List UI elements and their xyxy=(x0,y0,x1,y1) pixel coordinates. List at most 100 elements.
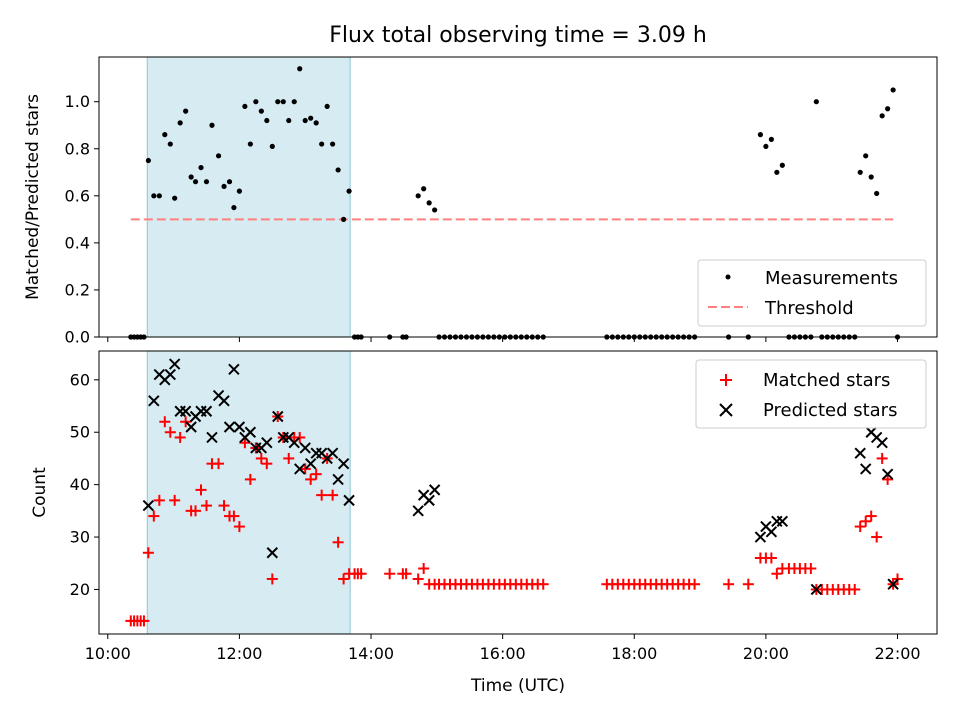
measurement-point xyxy=(264,117,270,124)
bottom-axes-frame xyxy=(98,350,938,635)
measurement-point xyxy=(890,87,896,93)
predicted-stars-series xyxy=(142,358,899,596)
matched-stars-point xyxy=(228,510,240,522)
bottom-ytick-label: 40 xyxy=(70,475,90,494)
measurement-point xyxy=(177,120,183,126)
matched-stars-point xyxy=(261,458,273,470)
legend-measurements-marker xyxy=(725,274,731,280)
bottom-xtick-label: 16:00 xyxy=(480,644,526,663)
matched-stars-point xyxy=(723,578,735,590)
bottom-ytick-label: 20 xyxy=(70,580,90,599)
measurement-point xyxy=(308,115,314,121)
predicted-stars-point xyxy=(148,395,160,407)
measurement-point xyxy=(215,153,222,159)
measurement-point xyxy=(421,186,427,192)
matched-stars-point xyxy=(153,494,165,506)
top-observing-span xyxy=(146,56,351,338)
legend-predicted-marker xyxy=(719,403,733,417)
measurement-point xyxy=(162,132,168,138)
measurement-point xyxy=(221,183,227,190)
bottom-legend-box xyxy=(695,359,927,429)
matched-stars-point xyxy=(266,573,278,585)
predicted-stars-point xyxy=(304,457,317,470)
top-legend-box xyxy=(697,259,927,327)
measurement-point xyxy=(236,188,242,194)
matched-stars-point xyxy=(771,568,783,580)
measurement-point xyxy=(415,193,421,199)
matched-stars-point xyxy=(355,568,367,580)
matched-stars-point xyxy=(860,515,872,527)
measurement-point xyxy=(209,122,215,128)
matched-stars-point xyxy=(849,583,861,595)
measurement-point xyxy=(346,188,352,194)
legend-matched-marker xyxy=(720,374,732,386)
matched-stars-point xyxy=(218,500,230,512)
measurement-point xyxy=(172,195,178,201)
chart-title: Flux total observing time = 3.09 h xyxy=(329,23,707,48)
matched-stars-point xyxy=(742,578,754,590)
matched-stars-point xyxy=(148,510,160,522)
bottom-observing-span xyxy=(146,350,351,635)
predicted-stars-point xyxy=(288,437,300,449)
bottom-xtick-label: 22:00 xyxy=(874,644,920,663)
predicted-stars-point xyxy=(326,447,339,459)
top-ytick-label: 1.0 xyxy=(65,92,90,111)
top-ytick-label: 0.6 xyxy=(65,186,90,205)
predicted-stars-point xyxy=(854,447,866,459)
measurement-point xyxy=(280,99,286,105)
measurement-point xyxy=(192,179,199,185)
top-ytick-label: 0.4 xyxy=(65,233,90,252)
matched-stars-point xyxy=(310,468,322,480)
matched-stars-point xyxy=(244,473,256,485)
measurement-point xyxy=(432,207,438,213)
predicted-stars-point xyxy=(179,405,192,417)
predicted-stars-point xyxy=(261,437,273,449)
matched-stars-point xyxy=(174,431,186,443)
measurement-point xyxy=(813,99,819,105)
top-y-ticks: 0.0 0.2 0.4 0.6 0.8 1.0 xyxy=(65,92,99,347)
matched-stars-point xyxy=(294,431,306,443)
predicted-stars-point xyxy=(228,363,240,376)
top-panel: 0.0 0.2 0.4 0.6 0.8 1.0 Matched/Predicted sta… xyxy=(23,56,938,347)
matched-stars-point xyxy=(213,458,225,470)
top-y-axis-label: Matched/Predicted stars xyxy=(23,94,43,300)
predicted-stars-point xyxy=(423,494,435,507)
measurement-point xyxy=(203,179,210,185)
top-x-ticks xyxy=(107,337,899,342)
matched-stars-point xyxy=(871,531,883,543)
measurement-point xyxy=(757,132,764,138)
measurement-point xyxy=(313,120,319,126)
bottom-xtick-label: 14:00 xyxy=(348,644,394,663)
matched-stars-point xyxy=(327,489,339,501)
matched-stars-point xyxy=(200,500,212,512)
matched-stars-point xyxy=(332,536,344,548)
bottom-xtick-label: 12:00 xyxy=(216,644,262,663)
matched-stars-point xyxy=(418,562,430,574)
measurement-point xyxy=(198,164,204,171)
bottom-xtick-label: 18:00 xyxy=(611,644,657,663)
top-axes-frame xyxy=(98,56,938,338)
measurement-point xyxy=(286,117,292,124)
legend-measurements-label: Measurements xyxy=(765,268,898,289)
matched-stars-point xyxy=(190,505,202,517)
measurement-point xyxy=(258,108,264,114)
predicted-stars-point xyxy=(164,368,177,381)
measurement-point xyxy=(774,169,780,175)
predicted-stars-point xyxy=(810,583,823,596)
measurement-point xyxy=(145,157,151,164)
measurement-point xyxy=(340,216,347,222)
bottom-panel: 20 30 40 50 60 10:00 12:00 14:00 16:00 18:00 20:0… xyxy=(30,350,938,696)
predicted-stars-point xyxy=(200,405,213,417)
matched-stars-point xyxy=(316,489,328,501)
predicted-stars-point xyxy=(881,468,894,480)
measurement-point xyxy=(167,141,173,147)
legend-threshold-label: Threshold xyxy=(764,298,854,319)
predicted-stars-point xyxy=(206,431,218,444)
predicted-stars-point xyxy=(337,457,350,470)
measurement-point xyxy=(879,113,885,119)
measurement-point xyxy=(242,103,248,110)
matched-stars-point xyxy=(255,452,267,464)
predicted-stars-point xyxy=(332,473,344,486)
matched-stars-point xyxy=(233,521,245,533)
matched-stars-point xyxy=(765,552,777,564)
